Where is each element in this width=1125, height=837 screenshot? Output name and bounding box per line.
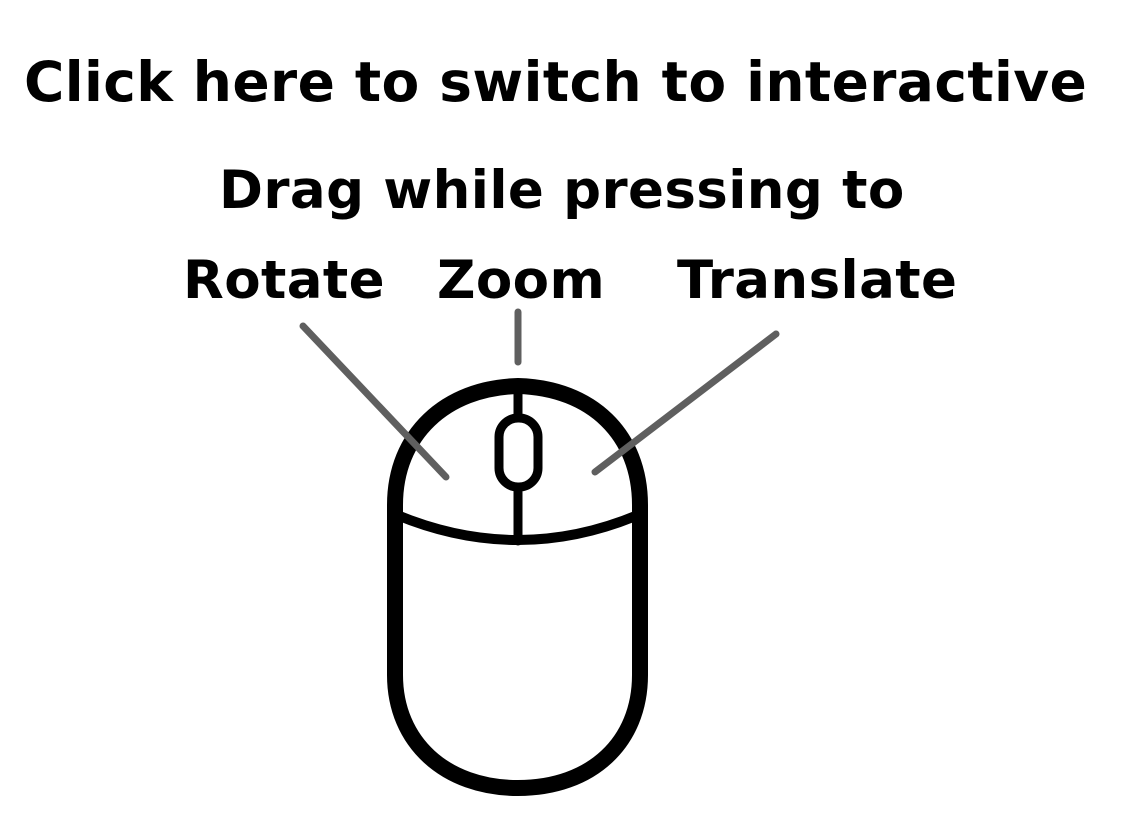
mouse-outline-icon bbox=[387, 378, 648, 796]
rotate-label: Rotate bbox=[183, 250, 386, 311]
drag-instruction-text: Drag while pressing to bbox=[219, 160, 905, 221]
translate-pointer-line bbox=[591, 330, 780, 476]
switch-to-interactive-text: Click here to switch to interactive bbox=[24, 50, 1088, 114]
scroll-wheel-icon bbox=[494, 413, 543, 492]
mouse-button-divider-icon bbox=[392, 510, 643, 545]
translate-label: Translate bbox=[677, 250, 958, 311]
pointer-lines bbox=[299, 308, 780, 481]
zoom-label: Zoom bbox=[437, 250, 606, 311]
rotate-pointer-line bbox=[299, 322, 450, 481]
